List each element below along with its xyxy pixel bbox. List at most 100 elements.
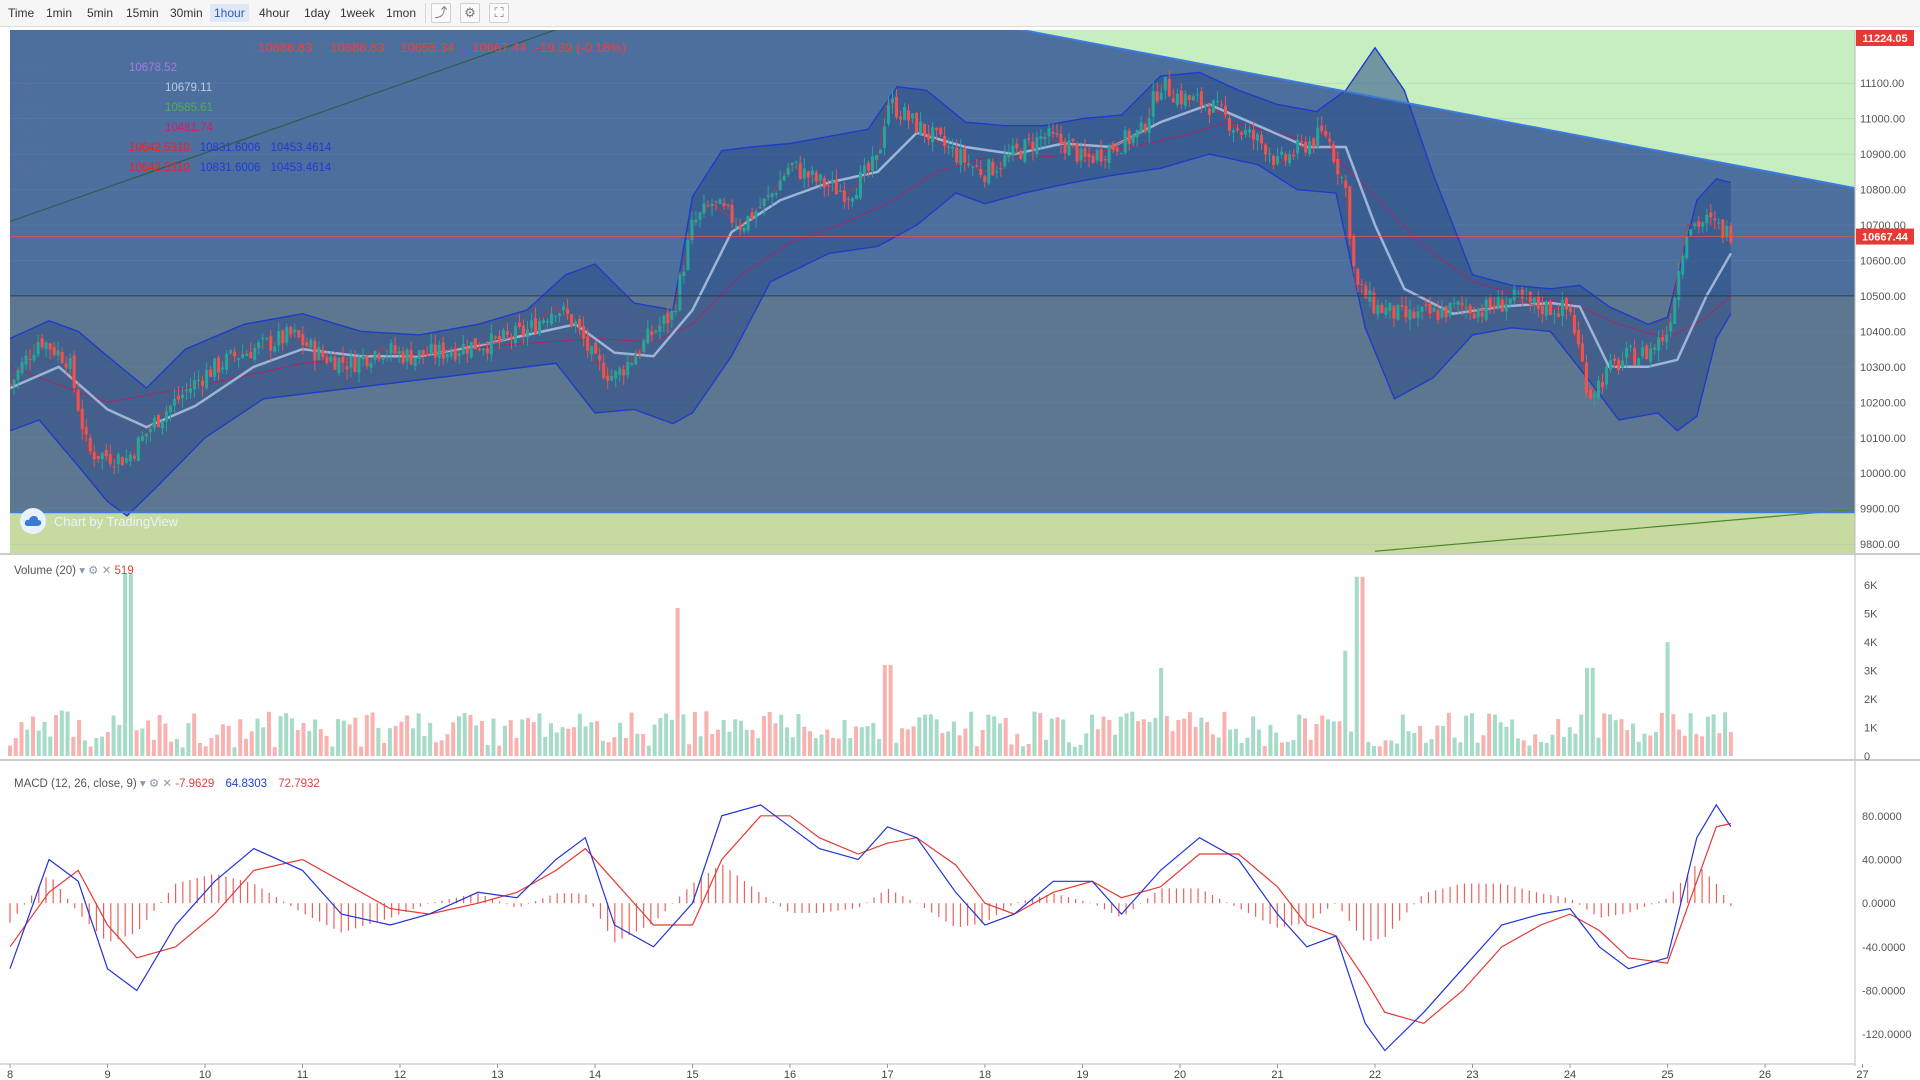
ma-legend-4[interactable]: ▾ ▢ ✕ 10481.74 — [14, 122, 213, 134]
interval-5min[interactable]: 5min — [87, 6, 114, 20]
candle-body — [1039, 136, 1043, 140]
ma-legend-3[interactable]: ▾ ▢ ✕ 10585.61 — [14, 102, 213, 114]
volume-bar — [1492, 714, 1497, 756]
candle-body — [570, 314, 574, 327]
tradingview-badge[interactable]: Chart by TradingView — [20, 508, 178, 534]
candle-body — [1609, 360, 1613, 370]
volume-bar — [163, 723, 168, 756]
ohlc-change: -19.39 (-0.18%) — [535, 40, 627, 55]
volume-bar — [1705, 716, 1710, 756]
macd-signal-line — [9, 815, 1732, 1024]
candle-body — [1248, 129, 1252, 133]
interval-1day[interactable]: 1day — [304, 6, 331, 20]
bb-legend-2[interactable]: ▾ ▢ ✕ 10642.5310 10831.6006 10453.4614 — [14, 162, 332, 174]
candle-body — [136, 437, 140, 462]
candle-body — [285, 327, 289, 343]
volume-bar — [261, 727, 266, 756]
bb-legend-1[interactable]: ▾ ▢ ✕ 10642.5310 10831.6006 10453.4614 — [14, 142, 332, 154]
chart-type-icon[interactable]: ⤴ — [431, 3, 451, 23]
candle-body — [1500, 299, 1504, 312]
candle-body — [927, 133, 931, 140]
volume-bar — [658, 718, 663, 756]
time-tick-label: 18 — [979, 1069, 991, 1080]
interval-15min[interactable]: 15min — [126, 6, 159, 20]
resistance-zone — [985, 30, 1855, 189]
volume-bar — [1636, 741, 1641, 756]
interval-1hour[interactable]: 1hour — [210, 4, 249, 22]
fullscreen-icon[interactable]: ⛶ — [489, 3, 509, 23]
last-price-label: 10667.44 — [1862, 232, 1909, 244]
price-tick-label: 11000.00 — [1860, 114, 1905, 126]
candle-body — [1460, 302, 1464, 306]
candle-body — [1288, 154, 1292, 164]
volume-value: 519 — [114, 565, 134, 577]
ma-legend-1[interactable]: ▾ ▢ ✕ 10678.52 — [14, 62, 177, 74]
candle-body — [1115, 147, 1119, 152]
macd-legend: MACD (12, 26, close, 9) ▾ ⚙ ✕ -7.9629 64… — [14, 776, 320, 790]
settings-icon[interactable]: ⚙ — [460, 3, 480, 23]
candle-body — [967, 163, 971, 166]
volume-bar — [1475, 742, 1480, 756]
macd-signal-value: 72.7932 — [278, 778, 320, 790]
candle-body — [1336, 158, 1340, 175]
price-tick-label: 9900.00 — [1860, 504, 1900, 516]
candle-body — [405, 349, 409, 362]
candle-body — [293, 329, 297, 333]
ma-legend-2[interactable]: ▾ ▢ ✕ 10679.11 — [14, 82, 213, 94]
candle-body — [80, 408, 84, 430]
interval-30min[interactable]: 30min — [170, 6, 203, 20]
candle-body — [253, 347, 257, 360]
candle-body — [261, 337, 265, 340]
macd-settings-icon[interactable]: ▾ ⚙ ✕ — [139, 778, 173, 790]
volume-bar — [738, 720, 743, 756]
volume-bar — [1464, 715, 1469, 756]
volume-bar — [715, 729, 720, 756]
candle-body — [1227, 118, 1231, 131]
volume-bar — [1469, 713, 1474, 756]
candle-body — [1633, 348, 1637, 365]
candle-body — [529, 320, 533, 328]
candle-body — [1091, 155, 1095, 163]
candle-body — [1669, 322, 1673, 332]
candle-body — [148, 428, 152, 432]
candle-body — [241, 354, 245, 358]
candle-body — [68, 357, 72, 369]
interval-4hour[interactable]: 4hour — [259, 6, 290, 20]
candle-body — [1725, 225, 1729, 237]
volume-bar — [675, 608, 680, 756]
volume-bar — [1400, 714, 1405, 756]
candle-body — [1296, 139, 1300, 154]
volume-bar — [341, 720, 346, 756]
time-tick-label: 20 — [1174, 1069, 1186, 1080]
volume-bar — [1308, 739, 1313, 756]
volume-bar — [934, 719, 939, 756]
volume-tick-label: 6K — [1864, 580, 1878, 592]
volume-settings-icon[interactable]: ▾ ⚙ ✕ — [79, 565, 112, 577]
interval-1week[interactable]: 1week — [340, 6, 375, 20]
volume-bar — [796, 713, 801, 756]
volume-bar — [313, 719, 318, 756]
volume-bar — [474, 725, 479, 756]
volume-bar — [882, 664, 887, 756]
volume-bar — [572, 727, 577, 756]
volume-tick-label: 0 — [1864, 751, 1870, 763]
volume-bar — [1026, 743, 1031, 756]
candle-body — [971, 166, 975, 168]
volume-bar — [243, 738, 248, 756]
candle-body — [943, 136, 947, 146]
interval-1mon[interactable]: 1mon — [386, 6, 417, 20]
candle-body — [389, 343, 393, 354]
candle-body — [1697, 221, 1701, 227]
interval-time[interactable]: Time — [8, 6, 35, 20]
candle-body — [373, 351, 377, 361]
candle-body — [1239, 132, 1243, 135]
volume-bar — [324, 735, 329, 756]
candle-body — [76, 389, 80, 411]
candle-body — [758, 207, 762, 209]
candle-body — [1043, 137, 1047, 140]
candle-body — [1051, 131, 1055, 134]
volume-bar — [307, 731, 312, 756]
candle-body — [197, 379, 201, 381]
candle-body — [273, 346, 277, 352]
interval-1min[interactable]: 1min — [46, 6, 73, 20]
